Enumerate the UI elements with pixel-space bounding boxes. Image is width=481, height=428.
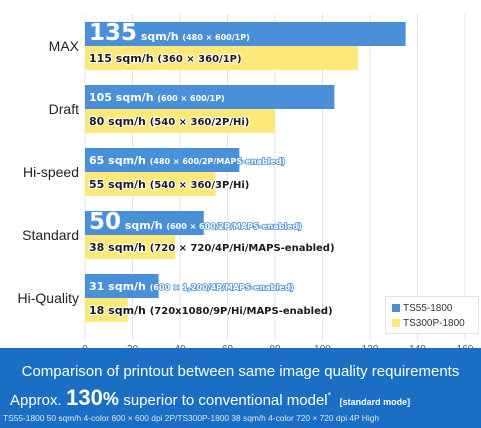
chart-area: 020406080100120140160MAX135 sqm/h (480 ×…: [18, 14, 479, 355]
claim-suffix: superior to conventional model: [123, 392, 328, 409]
data-label: 18 sqm/h (720x1080/9P/Hi/MAPS-enabled): [89, 304, 333, 317]
data-label: 80 sqm/h (540 × 360/2P/Hi): [89, 115, 249, 128]
data-label: 115 sqm/h (360 × 360/1P): [89, 52, 242, 65]
bar-chart: 020406080100120140160MAX135 sqm/h (480 ×…: [18, 14, 474, 355]
data-label: 50 sqm/h (600 × 600/2P/MAPS-enabled): [89, 209, 302, 235]
bar: [85, 85, 335, 109]
category-label: Standard: [22, 227, 79, 243]
footer-claim: Approx. 130% superior to conventional mo…: [10, 385, 410, 411]
claim-percent: 130: [66, 385, 103, 410]
bar: [85, 22, 406, 46]
footer-footnote: TS55-1800 50 sqm/h 4-color 600 × 600 dpi…: [3, 413, 380, 423]
data-label: 65 sqm/h (480 × 600/2P/MAPS-enabled): [89, 154, 285, 167]
bar: [85, 298, 128, 322]
data-label: 31 sqm/h (600 × 1,200/4P/MAPS-enabled): [89, 280, 294, 293]
legend-item-ts55: TS55-1800: [392, 301, 452, 315]
claim-percent-sign: %: [102, 389, 119, 409]
data-label: 105 sqm/h (600 × 600/1P): [89, 91, 225, 104]
bar: [85, 211, 204, 235]
claim-asterisk: *: [327, 390, 332, 401]
bar: [85, 172, 216, 196]
data-label: 38 sqm/h (720 × 720/4P/Hi/MAPS-enabled): [89, 241, 335, 254]
category-label: Draft: [49, 101, 79, 117]
bar: [85, 235, 176, 259]
bar: [85, 148, 240, 172]
bar: [85, 274, 159, 298]
category-label: Hi-Quality: [18, 290, 79, 306]
legend-label: TS55-1800: [403, 302, 453, 314]
bar: [85, 109, 275, 133]
legend-label: TS300P-1800: [403, 317, 465, 329]
bar: [85, 46, 359, 70]
legend-item-ts300p: TS300P-1800: [392, 316, 465, 330]
footer-title: Comparison of printout between same imag…: [21, 363, 460, 380]
footer-banner: Comparison of printout between same imag…: [0, 348, 481, 428]
data-label: 55 sqm/h (540 × 360/3P/Hi): [89, 178, 249, 191]
claim-mode: [standard mode]: [339, 397, 411, 407]
claim-prefix: Approx.: [10, 392, 62, 409]
category-label: Hi-speed: [23, 164, 79, 180]
legend-swatch-yellow: [392, 319, 400, 327]
category-label: MAX: [49, 38, 80, 54]
data-label: 135 sqm/h (480 × 600/1P): [89, 20, 250, 46]
legend-swatch-blue: [392, 304, 400, 312]
legend: TS55-1800 TS300P-1800: [385, 296, 479, 334]
